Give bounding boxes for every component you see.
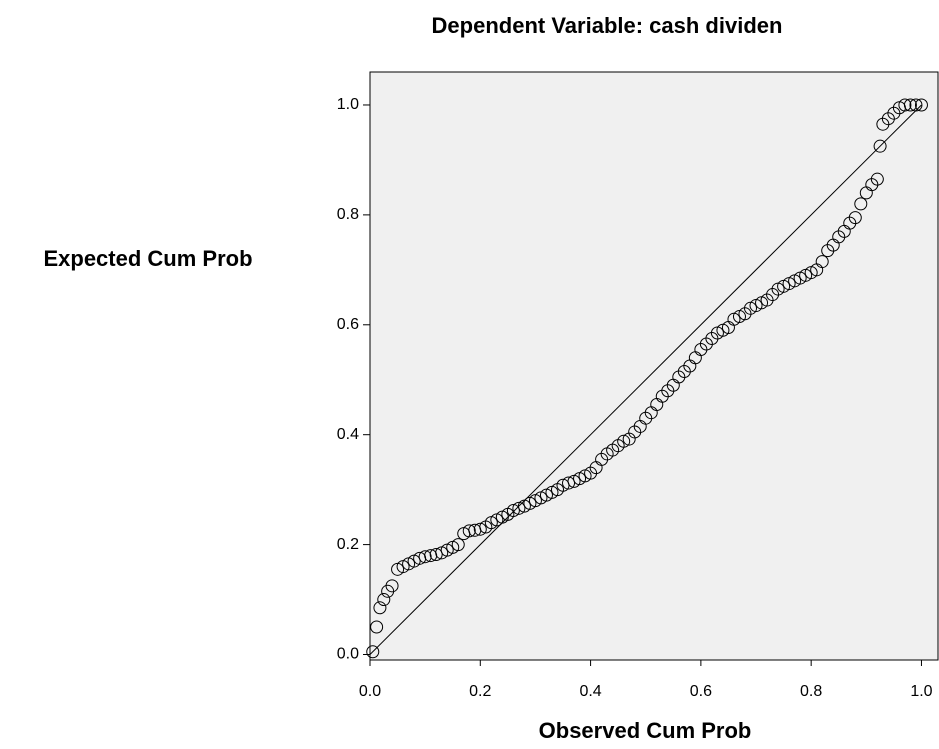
- x-tick-label: 0.2: [469, 683, 491, 700]
- point: [506, 504, 520, 518]
- point: [848, 211, 862, 225]
- x-tick-label: 0.6: [690, 683, 712, 700]
- chart-title: Dependent Variable: cash dividen: [432, 13, 783, 38]
- y-tick-label: 0.8: [337, 206, 359, 223]
- x-tick-label: 1.0: [910, 683, 932, 700]
- y-tick-label: 0.4: [337, 426, 359, 443]
- point: [562, 476, 576, 490]
- point: [909, 98, 923, 112]
- point: [512, 501, 526, 515]
- point: [370, 620, 384, 634]
- point: [914, 98, 928, 112]
- point: [366, 645, 380, 659]
- point: [815, 255, 829, 269]
- y-axis-label: Expected Cum Prob: [43, 246, 252, 271]
- reference-line: [369, 104, 922, 655]
- point: [462, 524, 476, 538]
- x-tick-label: 0.8: [800, 683, 822, 700]
- point: [418, 550, 432, 564]
- point: [617, 434, 631, 448]
- point: [854, 197, 868, 211]
- y-tick-label: 0.0: [337, 646, 359, 663]
- point: [473, 522, 487, 536]
- point: [873, 139, 887, 153]
- plot-area: [369, 71, 939, 661]
- x-axis-label: Observed Cum Prob: [539, 718, 752, 743]
- x-tick-label: 0.4: [579, 683, 601, 700]
- x-tick-label: 0.0: [359, 683, 381, 700]
- point: [903, 98, 917, 112]
- y-tick-label: 0.2: [337, 536, 359, 553]
- point: [385, 579, 399, 593]
- y-tick-label: 0.6: [337, 316, 359, 333]
- point: [870, 172, 884, 186]
- point: [898, 98, 912, 112]
- point: [429, 547, 443, 561]
- point: [377, 593, 391, 607]
- y-tick-label: 1.0: [337, 96, 359, 113]
- point: [451, 538, 465, 552]
- point: [373, 601, 387, 615]
